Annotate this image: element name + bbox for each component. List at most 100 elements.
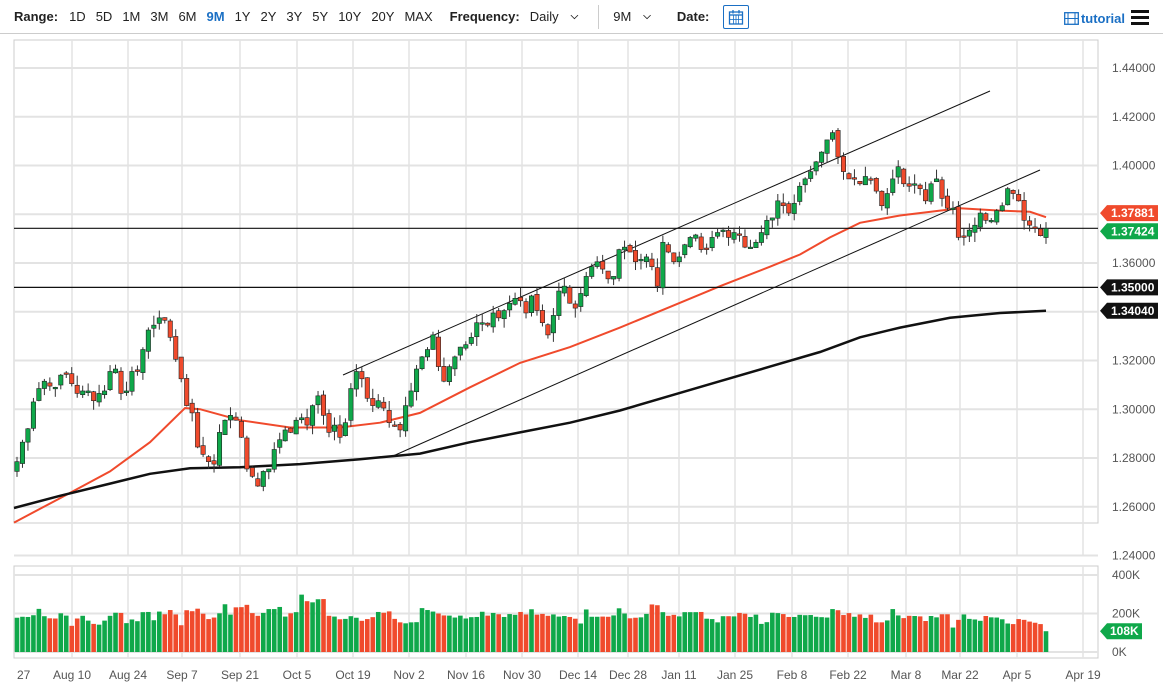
volume-bar [775,613,781,652]
film-icon [1063,12,1079,25]
candle-down [840,156,846,172]
candle-down [321,394,327,416]
volume-bar [397,622,403,652]
range-button-1d[interactable]: 1D [69,9,86,24]
range-button-5d[interactable]: 5D [95,9,113,24]
volume-bar [20,616,25,652]
volume-bar [737,612,742,652]
volume-bar [490,612,496,652]
date-tick-label: Aug 10 [53,668,91,682]
candle-up [578,293,584,307]
candle-down [63,372,69,375]
range-button-3y[interactable]: 3Y [286,9,303,24]
candle-up [30,401,36,429]
candle-up [156,317,162,324]
period-dropdown[interactable]: 9M ⌵ [613,9,651,24]
candle-up [830,132,836,140]
volume-bar [556,616,562,652]
candle-up [41,380,47,389]
volume-bar [310,602,315,652]
volume-bar [244,604,250,652]
candle-up [227,415,233,421]
candle-up [890,178,896,193]
candle-up [687,237,693,248]
volume-bar [69,625,75,652]
price-chart[interactable]: 1.440001.420001.400001.380001.360001.340… [0,35,1163,695]
candle-up [950,207,956,210]
range-button-1y[interactable]: 1Y [234,9,251,24]
candle-up [58,374,64,386]
candle-up [271,449,277,470]
range-button-5y[interactable]: 5Y [312,9,329,24]
volume-bar [354,617,359,652]
volume-bar [233,607,239,652]
price-tick-label: 1.30000 [1112,402,1156,416]
volume-bar [414,622,419,652]
candle-up [113,368,119,374]
volume-bar [622,613,627,652]
volume-bar [562,616,567,652]
volume-bar [726,616,731,652]
volume-bar [315,599,321,652]
range-button-6m[interactable]: 6M [178,9,197,24]
date-tick-label: Sep 7 [166,668,198,682]
volume-bar [644,613,649,652]
range-button-9m[interactable]: 9M [206,9,225,24]
volume-bar [797,614,802,652]
chevron-down-icon: ⌵ [643,11,651,22]
volume-bar [890,609,896,652]
volume-bar [589,616,595,652]
volume-bar [167,610,173,652]
candle-up [25,428,31,443]
candle-up [452,356,458,370]
volume-bar [874,622,879,652]
candle-up [589,266,595,277]
volume-bar [835,610,841,652]
volume-bar [846,613,852,652]
candle-up [479,322,485,325]
volume-last-label: 108K [1100,623,1142,640]
range-button-2y[interactable]: 2Y [260,9,277,24]
volume-bar [682,612,688,652]
range-button-3m[interactable]: 3M [150,9,169,24]
volume-bar [945,614,950,652]
candle-down [162,317,168,321]
candle-down [857,181,863,185]
trendline[interactable] [392,169,1041,457]
volume-bar [983,616,989,652]
range-button-10y[interactable]: 10Y [338,9,362,24]
date-tick-label: Aug 24 [109,668,147,682]
frequency-dropdown[interactable]: Daily ⌵ [530,9,579,24]
volume-bar [572,618,578,652]
volume-bar [271,609,277,652]
candle-down [917,184,923,189]
candle-down [961,235,967,238]
volume-bar [819,617,824,652]
volume-bar [408,622,414,652]
volume-bar [140,612,146,652]
range-button-20y[interactable]: 20Y [371,9,395,24]
trendline[interactable] [342,90,991,376]
volume-bar [518,611,523,652]
range-button-1m[interactable]: 1M [122,9,141,24]
candle-up [457,346,463,356]
date-tick-label: Nov 30 [503,668,541,682]
date-tick-label: Nov 16 [447,668,485,682]
date-picker-button[interactable] [723,4,750,29]
candle-down [233,416,239,421]
tutorial-link[interactable]: tutorial [1063,11,1125,26]
candle-up [375,400,381,408]
range-button-max[interactable]: MAX [404,9,433,24]
volume-bar [326,615,332,652]
volume-bar [611,615,616,652]
candle-up [775,200,781,219]
candle-down [846,173,852,180]
candle-up [145,329,151,352]
volume-bar [770,612,775,652]
hamburger-menu-button[interactable] [1131,9,1149,28]
volume-bar [923,621,928,652]
volume-bar [1027,621,1032,652]
last-price-label: 1.37424 [1100,223,1158,240]
volume-bar [884,620,890,652]
candle-down [337,424,343,438]
